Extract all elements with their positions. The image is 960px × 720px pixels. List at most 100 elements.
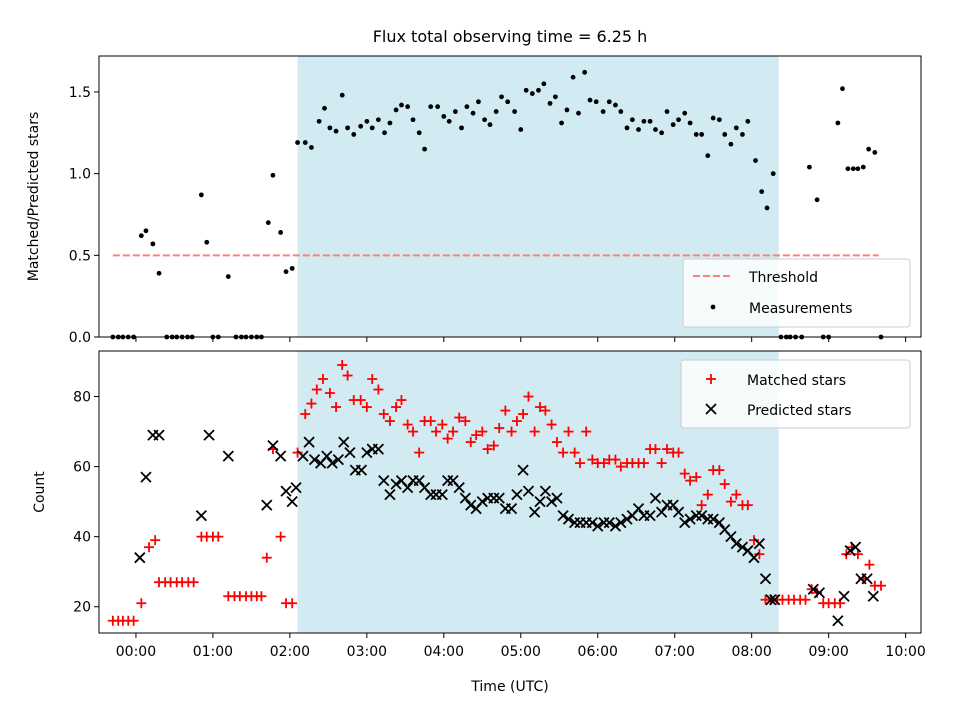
matched-star-point bbox=[551, 437, 562, 448]
ratio-x-axis bbox=[135, 337, 907, 342]
measurement-point bbox=[682, 110, 688, 116]
matched-star-point bbox=[306, 398, 317, 409]
matched-star-point bbox=[691, 472, 702, 483]
measurement-point bbox=[699, 132, 705, 137]
matched-star-point bbox=[529, 426, 540, 437]
measurement-point bbox=[441, 114, 447, 119]
chart-title: Flux total observing time = 6.25 h bbox=[373, 27, 648, 46]
measurement-point bbox=[143, 228, 149, 234]
x-stroke-b bbox=[534, 495, 546, 508]
x-stroke-b bbox=[769, 594, 781, 606]
matched-star-point bbox=[518, 409, 529, 420]
x-stroke-b bbox=[684, 513, 696, 525]
x-stroke-b bbox=[413, 474, 425, 487]
measurement-point bbox=[278, 230, 284, 235]
matched-star-point bbox=[540, 405, 551, 416]
measurement-point bbox=[405, 104, 411, 110]
predicted-star-point bbox=[603, 517, 615, 529]
matched-star-point bbox=[275, 531, 286, 542]
matched-star-point bbox=[581, 426, 592, 437]
x-stroke-b bbox=[748, 552, 760, 564]
measurement-point bbox=[393, 107, 399, 113]
measurement-point bbox=[382, 130, 387, 136]
time-x-tick-label: 08:00 bbox=[731, 644, 771, 660]
matched-star-point bbox=[150, 535, 161, 546]
measurement-point bbox=[606, 99, 612, 105]
x-stroke-b bbox=[153, 429, 165, 441]
measurement-point bbox=[629, 117, 635, 123]
predicted-star-point bbox=[562, 513, 575, 525]
x-stroke-b bbox=[290, 481, 302, 494]
matched-star-point bbox=[465, 437, 476, 448]
measurement-point bbox=[855, 166, 861, 172]
measurement-point bbox=[541, 81, 547, 87]
x-stroke-b bbox=[261, 499, 273, 511]
predicted-star-point bbox=[725, 531, 737, 543]
ratio-y-tick-label: 1.0 bbox=[69, 167, 91, 183]
measurement-point bbox=[587, 97, 593, 103]
predicted-star-point bbox=[384, 488, 396, 501]
count-y-tick-label: 80 bbox=[73, 390, 91, 406]
x-stroke-b bbox=[321, 450, 333, 462]
predicted-star-point bbox=[308, 453, 321, 466]
measurement-point bbox=[745, 118, 751, 124]
measurement-point bbox=[659, 130, 665, 136]
predicted-star-point bbox=[534, 495, 546, 508]
measurement-point bbox=[446, 118, 452, 124]
predicted-star-point bbox=[332, 453, 345, 466]
matched-star-point bbox=[662, 444, 673, 455]
predicted-star-point bbox=[511, 488, 523, 501]
time-x-tick-label: 04:00 bbox=[424, 644, 464, 660]
measurement-point bbox=[422, 146, 427, 152]
matched-star-point bbox=[256, 591, 267, 602]
predicted-star-point bbox=[557, 510, 569, 522]
measurement-point bbox=[225, 274, 231, 279]
matched-star-point bbox=[454, 412, 465, 423]
matched-star-point bbox=[748, 535, 759, 546]
measurement-point bbox=[493, 109, 499, 114]
time-x-axis: 00:00 01:00 02:00 03:00 04:00 05:00 06:00 07:00… bbox=[116, 633, 926, 660]
x-stroke-b bbox=[134, 552, 146, 564]
predicted-star-point bbox=[807, 583, 819, 595]
x-stroke-b bbox=[592, 520, 604, 532]
legend-measurements-label: Measurements bbox=[749, 301, 852, 317]
predicted-star-point bbox=[522, 485, 535, 497]
matched-star-point bbox=[488, 440, 499, 451]
matched-star-point bbox=[714, 465, 725, 476]
matched-star-point bbox=[598, 458, 609, 469]
matched-star-point bbox=[324, 388, 335, 399]
ratio-panel: 0.0 0.5 1.0 1.5 Matched/Predicted stars Thr… bbox=[26, 55, 922, 346]
measurement-point bbox=[327, 125, 333, 131]
matched-star-point bbox=[494, 423, 505, 434]
measurement-point bbox=[593, 99, 599, 105]
predicted-star-point bbox=[344, 446, 356, 459]
predicted-star-point bbox=[195, 510, 208, 522]
predicted-star-point bbox=[425, 488, 437, 501]
measurement-point bbox=[618, 109, 624, 114]
measurement-point bbox=[375, 117, 381, 123]
measurement-point bbox=[653, 127, 658, 132]
legend-matched-swatch bbox=[706, 374, 716, 384]
predicted-star-point bbox=[476, 495, 488, 508]
x-stroke-b bbox=[528, 506, 541, 518]
measurement-point bbox=[559, 120, 564, 126]
x-stroke-b bbox=[861, 573, 873, 585]
matched-star-point bbox=[696, 500, 707, 511]
predicted-star-point bbox=[153, 429, 165, 441]
measurement-point bbox=[845, 166, 851, 172]
predicted-star-point bbox=[517, 464, 529, 476]
predicted-star-point bbox=[203, 429, 215, 441]
measurement-point bbox=[309, 145, 314, 150]
predicted-star-point bbox=[707, 513, 719, 525]
matched-star-point bbox=[144, 542, 155, 553]
matched-star-point bbox=[213, 531, 224, 542]
predicted-star-point bbox=[684, 513, 696, 525]
matched-star-point bbox=[261, 552, 272, 563]
predicted-star-point bbox=[528, 506, 541, 518]
legend-threshold-label: Threshold bbox=[748, 270, 818, 286]
matched-star-point bbox=[482, 444, 493, 455]
matched-star-point bbox=[656, 458, 667, 469]
matched-star-point bbox=[563, 426, 574, 437]
measurement-point bbox=[505, 99, 511, 105]
matched-star-point bbox=[800, 594, 811, 605]
